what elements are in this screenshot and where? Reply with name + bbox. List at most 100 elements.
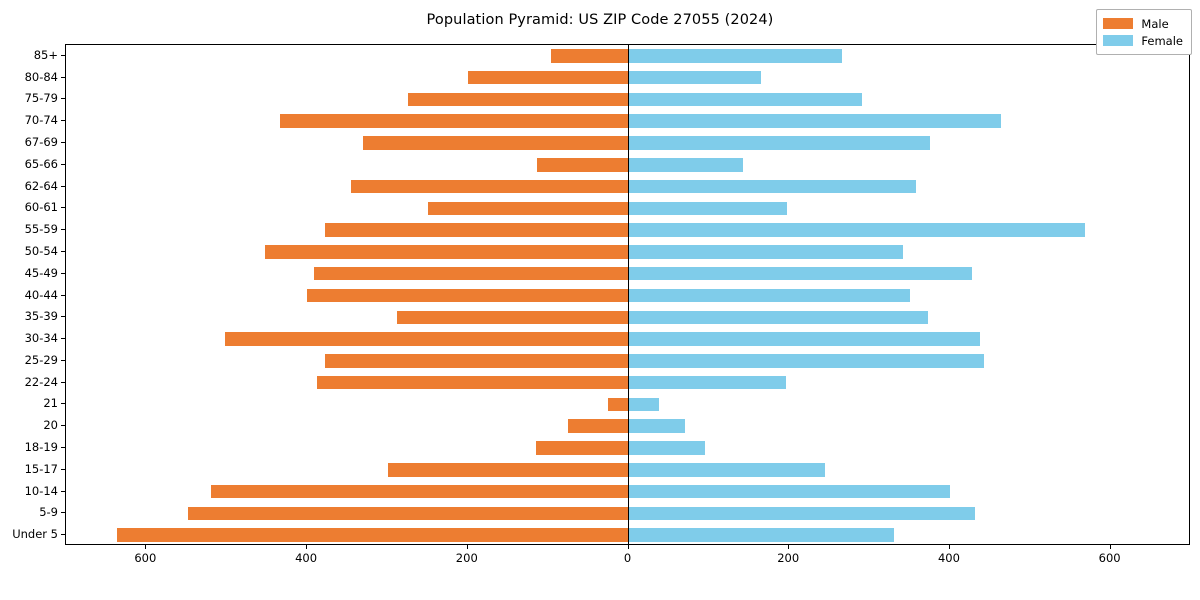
y-axis-tick-mark <box>61 403 65 405</box>
x-axis-tick-mark <box>306 545 308 549</box>
y-axis-tick-label: 85+ <box>33 47 58 62</box>
bar-row <box>66 397 1189 412</box>
y-axis-tick-mark <box>61 142 65 144</box>
bar-male[interactable] <box>324 223 629 237</box>
x-axis-tick-mark <box>627 545 629 549</box>
bar-male[interactable] <box>467 70 629 85</box>
bar-row <box>66 354 1189 368</box>
legend-entry[interactable]: Male <box>1103 15 1183 32</box>
bar-male[interactable] <box>316 375 629 390</box>
bar-female[interactable] <box>628 506 975 521</box>
bar-female[interactable] <box>628 158 743 172</box>
bar-female[interactable] <box>628 136 930 150</box>
legend-swatch-icon <box>1103 35 1134 46</box>
y-axis-tick-mark <box>61 294 65 296</box>
zero-axis-line <box>627 45 630 544</box>
bar-male[interactable] <box>279 114 629 128</box>
y-axis-tick-mark <box>61 272 65 274</box>
bar-female[interactable] <box>628 179 917 194</box>
chart-title: Population Pyramid: US ZIP Code 27055 (2… <box>426 12 774 28</box>
bar-female[interactable] <box>628 70 762 85</box>
bar-male[interactable] <box>427 201 629 216</box>
x-axis-tick-label: 200 <box>455 551 478 565</box>
y-axis-tick-label: 18-19 <box>24 439 58 454</box>
bar-male[interactable] <box>188 506 629 521</box>
bar-female[interactable] <box>628 49 843 63</box>
x-axis-tick-mark <box>948 545 950 549</box>
bar-row <box>66 441 1189 455</box>
bar-male[interactable] <box>116 528 629 542</box>
x-axis-tick-mark <box>466 545 468 549</box>
bar-row <box>66 179 1189 194</box>
bar-female[interactable] <box>628 288 910 303</box>
y-axis-tick-mark <box>61 229 65 231</box>
bar-male[interactable] <box>313 266 629 281</box>
y-axis-tick-label: 67-69 <box>24 135 58 150</box>
y-axis-tick-label: 35-39 <box>24 309 58 324</box>
bar-row <box>66 266 1189 281</box>
plot-area <box>65 44 1190 545</box>
x-axis-tick-label: 0 <box>623 551 632 565</box>
bar-male[interactable] <box>397 310 629 325</box>
bar-female[interactable] <box>628 419 685 433</box>
x-axis-tick-mark <box>145 545 147 549</box>
bar-female[interactable] <box>628 397 660 412</box>
bar-female[interactable] <box>628 201 787 216</box>
bar-male[interactable] <box>225 332 629 346</box>
bar-male[interactable] <box>265 245 629 259</box>
bar-female[interactable] <box>628 375 786 390</box>
legend-entry[interactable]: Female <box>1103 32 1183 49</box>
bar-male[interactable] <box>608 397 629 412</box>
y-axis-tick-label: 10-14 <box>24 483 58 498</box>
bar-male[interactable] <box>536 158 629 172</box>
bar-female[interactable] <box>628 114 1002 128</box>
y-axis-tick-mark <box>61 468 65 470</box>
y-axis-tick-mark <box>61 250 65 252</box>
y-axis-tick-mark <box>61 120 65 122</box>
bar-row <box>66 463 1189 477</box>
bar-male[interactable] <box>211 484 629 499</box>
bar-row <box>66 136 1189 150</box>
bar-male[interactable] <box>568 419 629 433</box>
bar-female[interactable] <box>628 92 862 107</box>
bar-female[interactable] <box>628 223 1085 237</box>
y-axis-tick-mark <box>61 490 65 492</box>
bar-female[interactable] <box>628 310 929 325</box>
bar-row <box>66 528 1189 542</box>
x-axis-tick-label: 400 <box>937 551 960 565</box>
bar-row <box>66 419 1189 433</box>
bar-female[interactable] <box>628 354 984 368</box>
y-axis-tick-label: 80-84 <box>24 69 58 84</box>
bar-female[interactable] <box>628 332 980 346</box>
bar-row <box>66 506 1189 521</box>
bars-layer <box>66 45 1189 544</box>
legend-label: Male <box>1141 16 1169 31</box>
y-axis-tick-label: 70-74 <box>24 113 58 128</box>
bar-female[interactable] <box>628 441 705 455</box>
bar-row <box>66 70 1189 85</box>
y-axis-tick-mark <box>61 185 65 187</box>
bar-female[interactable] <box>628 528 894 542</box>
bar-male[interactable] <box>388 463 629 477</box>
bar-male[interactable] <box>307 288 629 303</box>
bar-female[interactable] <box>628 266 973 281</box>
x-axis-tick-mark <box>1109 545 1111 549</box>
bar-male[interactable] <box>351 179 629 194</box>
y-axis-tick-label: 40-44 <box>24 287 58 302</box>
bar-male[interactable] <box>363 136 629 150</box>
bar-female[interactable] <box>628 484 950 499</box>
bar-male[interactable] <box>408 92 629 107</box>
y-axis-tick-label: 65-66 <box>24 156 58 171</box>
x-axis-tick-mark <box>788 545 790 549</box>
y-axis-tick-mark <box>61 316 65 318</box>
bar-row <box>66 375 1189 390</box>
y-axis-tick-mark <box>61 359 65 361</box>
y-axis-tick-mark <box>61 98 65 100</box>
y-axis-tick-mark <box>61 76 65 78</box>
bar-male[interactable] <box>550 49 629 63</box>
bar-male[interactable] <box>324 354 629 368</box>
bar-female[interactable] <box>628 245 904 259</box>
bar-female[interactable] <box>628 463 825 477</box>
y-axis-tick-label: 22-24 <box>24 374 58 389</box>
bar-male[interactable] <box>536 441 629 455</box>
